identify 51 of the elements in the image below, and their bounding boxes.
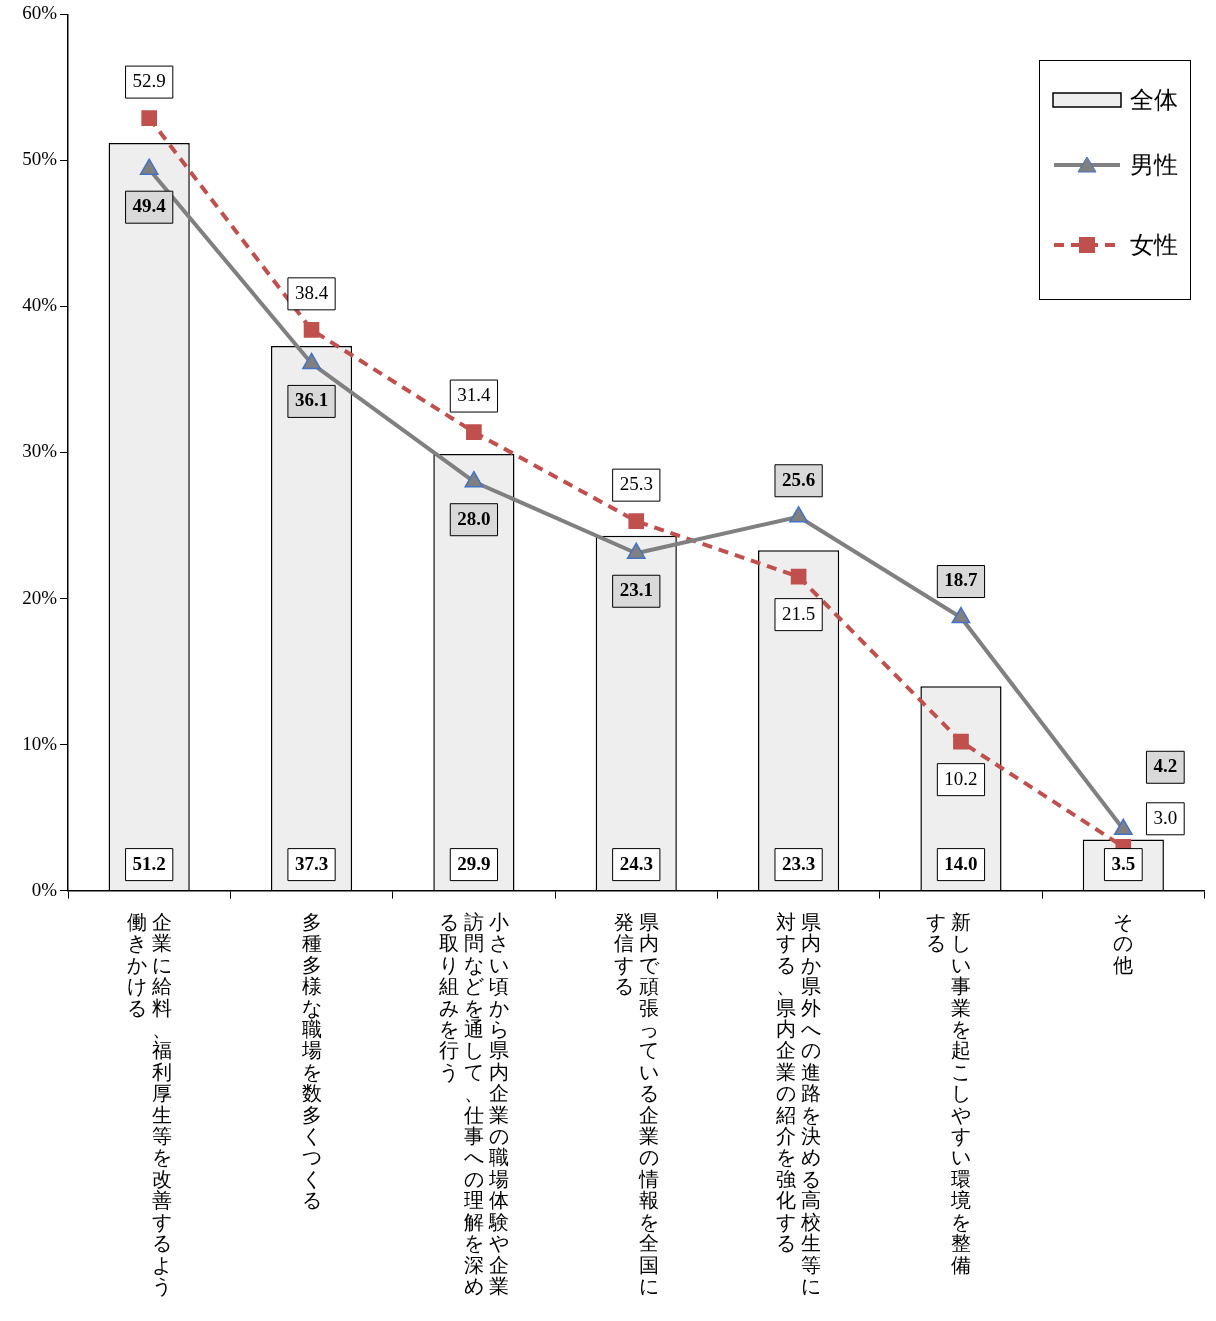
legend-label: 男性 [1129,151,1178,181]
category-label: 県内か県外への進路を決める高校生等に対する、県内企業の紹介を強化する [776,911,822,1297]
y-tick-label: 20% [22,586,58,608]
point [464,470,484,488]
point [628,513,645,529]
data-label: 38.4 [294,281,329,303]
data-label: 25.3 [619,473,653,495]
data-label: 31.4 [457,384,492,406]
point [466,424,482,440]
data-label: 14.0 [944,852,978,874]
data-label: 49.4 [132,195,167,217]
point [626,542,646,560]
data-label: 29.9 [457,852,491,874]
y-tick-label: 10% [22,732,58,754]
data-label: 24.3 [619,852,653,874]
category-label: 新しい事業を起こしやすい環境を整備する [925,911,971,1276]
legend-label: 女性 [1129,231,1178,261]
category-label: 小さい頃から県内企業の職場体験や企業訪問などを通して、仕事への理解を深める取り組みを行う [438,911,509,1297]
data-label: 28.0 [457,507,491,529]
point [789,506,809,523]
point [302,352,321,370]
point [1113,818,1133,836]
y-tick-label: 0% [31,878,58,900]
data-label: 3.0 [1153,806,1178,828]
data-label: 37.3 [294,852,329,874]
point [953,733,969,750]
point [790,568,807,585]
data-label: 23.3 [781,852,816,874]
data-label: 52.9 [132,70,166,92]
category-label: 企業に給料、福利厚生等を改善するよう働きかける [126,911,172,1297]
data-label: 25.6 [781,468,816,490]
data-label: 51.2 [132,852,166,874]
data-label: 4.2 [1153,755,1178,777]
y-tick-label: 30% [22,440,58,462]
data-label: 23.1 [619,579,653,601]
point [951,606,971,624]
data-label: 21.5 [781,602,816,624]
y-tick-label: 60% [22,2,58,24]
point [303,322,320,338]
y-tick-label: 40% [22,294,58,316]
y-tick-label: 50% [22,148,58,170]
point [139,158,159,175]
point [141,110,157,126]
category-label: 県内で頑張っている企業の情報を全国に発信する [613,911,659,1297]
data-label: 36.1 [294,389,329,411]
category-label: 多種多様な職場を数多くつくる [301,911,322,1212]
x-tick-label: その他 [1112,911,1134,978]
data-label: 10.2 [944,767,978,789]
legend-label: 全体 [1129,86,1178,116]
data-label: 3.5 [1111,852,1136,874]
data-label: 18.7 [944,569,979,591]
